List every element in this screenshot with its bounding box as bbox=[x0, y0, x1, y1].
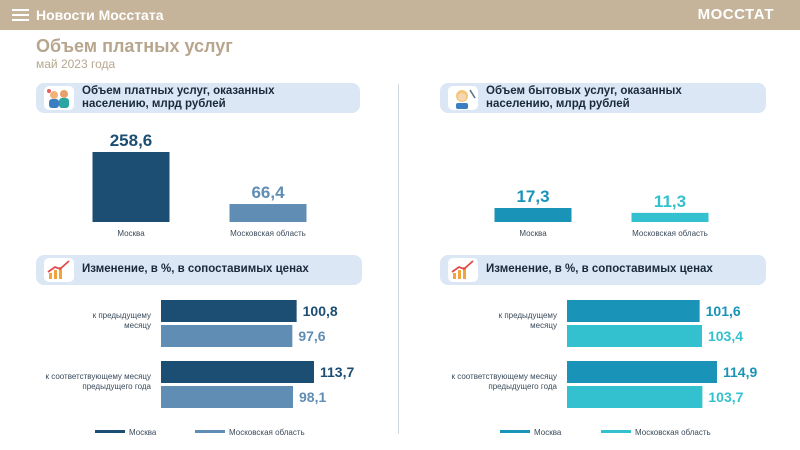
household-change-bar-1-1 bbox=[567, 386, 703, 408]
paid-change-value-label-1-1: 98,1 bbox=[299, 389, 326, 405]
household-change-legend-label-0: Москва bbox=[534, 428, 562, 437]
growth-chart-icon bbox=[44, 258, 74, 282]
hairdresser-icon bbox=[448, 86, 478, 110]
paid-change-bar-1-1 bbox=[161, 386, 294, 408]
page-subtitle: май 2023 года bbox=[36, 57, 116, 71]
paid-change-value-label-1-0: 113,7 bbox=[320, 364, 354, 380]
paid-volume-value-label-0: 258,6 bbox=[110, 131, 153, 150]
paid-change-legend-swatch-0 bbox=[95, 430, 125, 433]
paid-change-title: Изменение, в %, в сопоставимых ценах bbox=[82, 263, 309, 275]
household-change-title: Изменение, в %, в сопоставимых ценах bbox=[486, 263, 713, 275]
paid-volume-title-line1: Объем платных услуг, оказанных bbox=[82, 85, 275, 97]
column-divider bbox=[398, 84, 399, 434]
paid-change-bar-0-0 bbox=[161, 300, 297, 322]
household-change-legend-swatch-0 bbox=[500, 430, 530, 433]
household-volume-title: Объем бытовых услуг, оказанных населению… bbox=[486, 85, 682, 111]
household-change-category-label-1-0: к соответствующему месяцу bbox=[452, 372, 557, 381]
household-volume-value-label-1: 11,3 bbox=[654, 192, 686, 211]
household-change-bar-0-1 bbox=[567, 325, 702, 347]
paid-change-bar-1-0 bbox=[161, 361, 314, 383]
household-change-category-label-0-1: месяцу bbox=[530, 321, 557, 330]
household-volume-header: Объем бытовых услуг, оказанных населению… bbox=[440, 83, 766, 113]
paid-volume-bar-1 bbox=[229, 204, 307, 222]
paid-change-value-label-0-0: 100,8 bbox=[303, 303, 338, 319]
header-bar: Новости Мосстата МОССТАТ bbox=[0, 0, 800, 30]
paid-change-legend-label-0: Москва bbox=[129, 428, 157, 437]
household-volume-category-label-0: Москва bbox=[519, 229, 547, 238]
paid-volume-title-line2: населению, млрд рублей bbox=[82, 98, 226, 110]
household-change-legend-label-1: Московская область bbox=[635, 428, 711, 437]
paid-change-category-label-1-1: предыдущего года bbox=[82, 382, 151, 391]
paid-change-bar-0-1 bbox=[161, 325, 293, 347]
paid-volume-category-label-1: Московская область bbox=[230, 229, 306, 238]
paid-volume-bar-0 bbox=[92, 152, 170, 222]
paid-change-legend-swatch-1 bbox=[195, 430, 225, 433]
household-change-value-label-1-1: 103,7 bbox=[708, 389, 743, 405]
news-label[interactable]: Новости Мосстата bbox=[36, 7, 164, 23]
paid-volume-header: Объем платных услуг, оказанных населению… bbox=[36, 83, 360, 113]
household-change-value-label-0-0: 101,6 bbox=[706, 303, 741, 319]
household-volume-title-line2: населению, млрд рублей bbox=[486, 98, 630, 110]
paid-change-legend-label-1: Московская область bbox=[229, 428, 305, 437]
paid-change-category-label-0-1: месяцу bbox=[124, 321, 151, 330]
household-volume-category-label-1: Московская область bbox=[632, 229, 708, 238]
page-title: Объем платных услуг bbox=[36, 36, 233, 56]
household-volume-bar-0 bbox=[494, 208, 572, 222]
paid-volume-category-label-0: Москва bbox=[117, 229, 145, 238]
paid-volume-title: Объем платных услуг, оказанных населению… bbox=[82, 85, 274, 111]
paid-change-header: Изменение, в %, в сопоставимых ценах bbox=[36, 255, 362, 285]
household-change-category-label-1-1: предыдущего года bbox=[488, 382, 557, 391]
household-change-value-label-1-0: 114,9 bbox=[723, 364, 757, 380]
household-volume-bar-1 bbox=[631, 212, 709, 222]
household-volume-title-line1: Объем бытовых услуг, оказанных bbox=[486, 85, 682, 97]
household-change-bar-1-0 bbox=[567, 361, 717, 383]
brand-logo[interactable]: МОССТАТ bbox=[697, 6, 774, 23]
household-change-category-label-0-0: к предыдущему bbox=[499, 311, 557, 320]
paid-volume-value-label-1: 66,4 bbox=[251, 183, 285, 202]
paid-change-category-label-1-0: к соответствующему месяцу bbox=[46, 372, 151, 381]
household-change-bar-0-0 bbox=[567, 300, 700, 322]
household-change-legend-swatch-1 bbox=[601, 430, 631, 433]
menu-icon[interactable] bbox=[12, 9, 29, 21]
household-change-value-label-0-1: 103,4 bbox=[708, 328, 743, 344]
paid-change-category-label-0-0: к предыдущему bbox=[93, 311, 151, 320]
people-services-icon bbox=[44, 86, 74, 110]
paid-change-value-label-0-1: 97,6 bbox=[298, 328, 325, 344]
household-volume-value-label-0: 17,3 bbox=[516, 187, 549, 206]
household-change-header: Изменение, в %, в сопоставимых ценах bbox=[440, 255, 766, 285]
growth-chart-icon bbox=[448, 258, 478, 282]
